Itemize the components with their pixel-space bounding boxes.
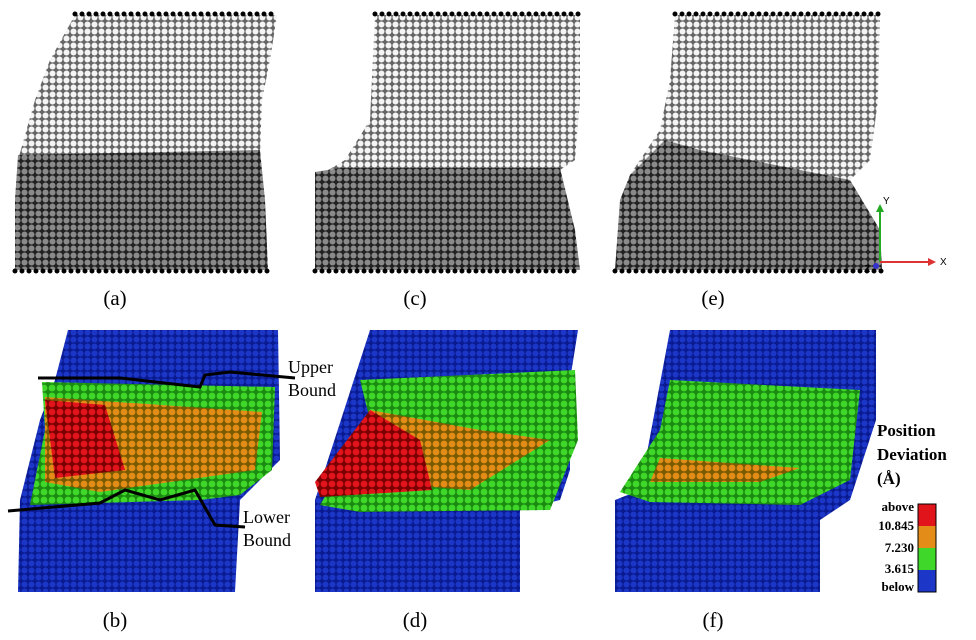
panel-label: (f) [703,608,724,632]
atoms-red [315,410,432,497]
panel-e [612,11,885,274]
annotation: Bound [243,530,291,550]
panel-label: (d) [403,608,428,632]
upper-grain [630,15,880,180]
panel-label: (b) [103,608,128,632]
lower-grain [315,168,580,270]
axis-label: X [940,257,947,268]
legend-label: 3.615 [885,561,915,576]
legend-title: Deviation [877,445,947,464]
z-axis [873,263,879,269]
lower-grain [15,150,268,270]
annotation: Bound [288,380,336,400]
panel-f [615,330,876,592]
legend-label: 10.845 [878,518,914,533]
atoms-red [45,400,125,478]
legend-title: Position [877,421,936,440]
panel-label: (a) [103,286,126,310]
panel-b [7,330,296,592]
legend-title: (Å) [877,469,901,488]
axis-label: Y [883,196,890,207]
arrow [928,258,936,266]
atoms-green [620,380,860,505]
panel-label: (c) [403,286,426,310]
lower-bound-line [7,488,246,529]
panel-label: (e) [701,286,724,310]
color-bar-frame [917,503,937,593]
axis-label: Z [864,264,870,275]
arrow [876,204,884,212]
color-bar [918,504,936,526]
legend-label: below [882,579,915,594]
panel-d [315,330,578,592]
color-bar [918,526,936,548]
color-bar [918,548,936,570]
legend: Position Deviation (Å) above 10.845 7.23… [877,421,947,594]
upper-grain [320,15,580,175]
annotation: Upper [288,357,333,377]
atoms-orange [650,458,800,482]
panel-c [312,11,583,274]
color-bar [918,570,936,592]
legend-label: 7.230 [885,540,914,555]
upper-bound-line [38,370,296,389]
lower-grain [615,140,882,270]
panel-a [12,11,280,274]
axes-triad: Y X Z [864,196,947,275]
annotation: Lower [243,507,290,527]
legend-label: above [882,499,915,514]
upper-grain [18,15,277,160]
